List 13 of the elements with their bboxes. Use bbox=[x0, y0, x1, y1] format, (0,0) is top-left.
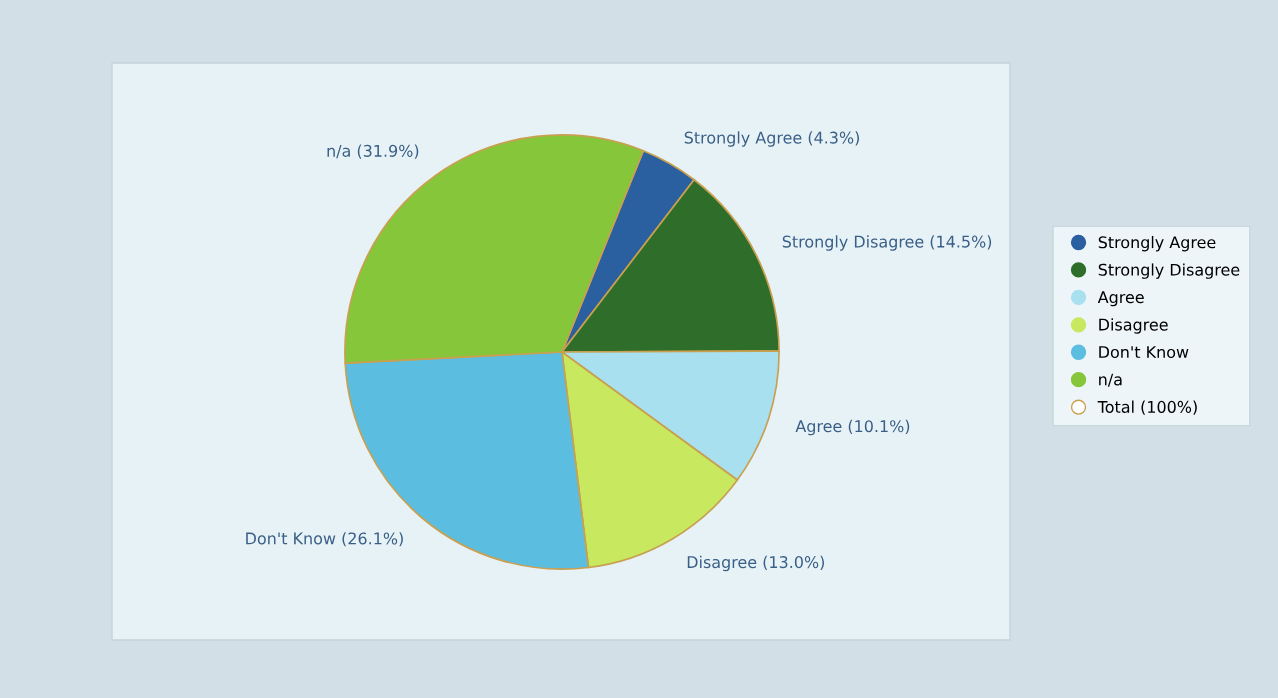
legend-label: Agree bbox=[1097, 291, 1144, 307]
data-label: Disagree (13.0%) bbox=[687, 555, 824, 572]
legend-label: Strongly Agree bbox=[1098, 235, 1216, 252]
data-label: Agree (10.1%) bbox=[795, 419, 910, 436]
data-label: n/a (31.9%) bbox=[327, 144, 419, 159]
legend-label: n/a bbox=[1099, 373, 1122, 387]
legend-label: Disagree bbox=[1099, 318, 1168, 334]
text: Total (100%) bbox=[1097, 400, 1197, 415]
data-label: Strongly Agree (4.3%) bbox=[684, 131, 859, 147]
data-label: Strongly Disagree (14.5%) bbox=[782, 235, 992, 251]
legend-label: Don't Know bbox=[1099, 346, 1189, 359]
legend-label: Strongly Disagree bbox=[1098, 263, 1240, 279]
data-label: Don't Know (26.1%) bbox=[246, 532, 403, 547]
